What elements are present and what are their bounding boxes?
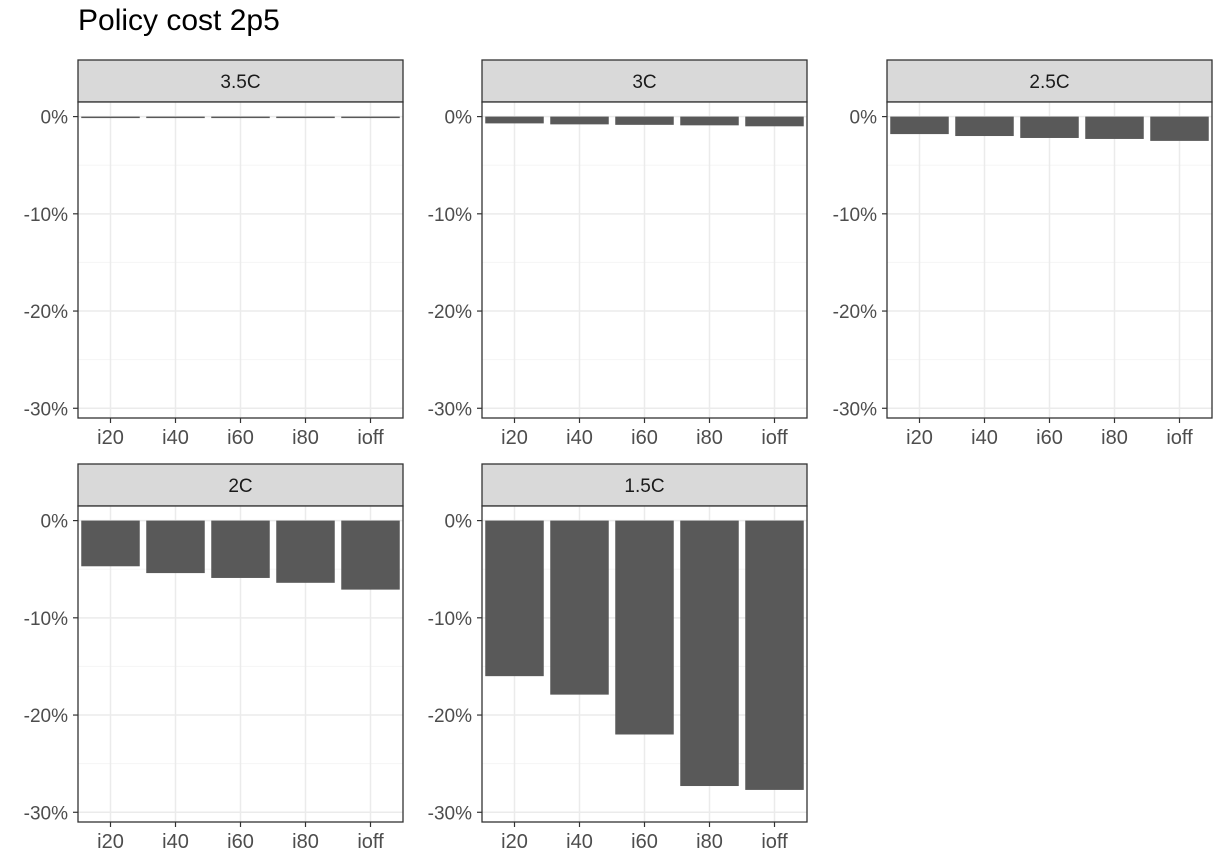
x-tick-label: i20 — [501, 831, 528, 853]
x-tick-label: i40 — [162, 831, 189, 853]
bar-i80 — [276, 116, 335, 119]
bar-ioff — [745, 520, 804, 790]
y-tick-label: -20% — [833, 302, 877, 323]
bar-i60 — [1020, 116, 1079, 138]
x-tick-label: ioff — [1166, 427, 1193, 449]
bar-ioff — [1150, 116, 1209, 141]
y-tick-label: -20% — [24, 706, 68, 727]
bar-i20 — [81, 520, 140, 567]
bar-i60 — [211, 520, 270, 578]
x-tick-label: i20 — [906, 427, 933, 449]
y-tick-label: -30% — [428, 399, 472, 420]
x-tick-label: i60 — [631, 831, 658, 853]
facet-panel-2p5C: 2.5C 0% -10% -20% -30% i20 i40 i60 i80 ioff — [833, 59, 1213, 449]
y-tick-label: 0% — [850, 108, 878, 129]
facet-panel-2C: 2C 0% -10% -20% -30% i20 i40 i60 i80 ioff — [24, 463, 404, 853]
bar-i20 — [485, 520, 544, 677]
facet-strip-label: 2.5C — [1029, 72, 1069, 93]
bar-i20 — [81, 116, 140, 119]
y-tick-label: -30% — [24, 803, 68, 824]
facet-strip — [481, 463, 808, 507]
y-tick-label: -20% — [428, 706, 472, 727]
bar-i40 — [146, 116, 205, 119]
y-tick-label: -30% — [833, 399, 877, 420]
x-tick-label: i60 — [227, 427, 254, 449]
facet-strip-label: 3.5C — [220, 72, 260, 93]
y-tick-label: -10% — [24, 205, 68, 226]
bar-i80 — [680, 116, 739, 126]
y-tick-label: -20% — [428, 302, 472, 323]
x-tick-label: i80 — [292, 831, 319, 853]
x-tick-label: i80 — [292, 427, 319, 449]
bar-i80 — [276, 520, 335, 583]
x-tick-label: i60 — [631, 427, 658, 449]
x-tick-label: i40 — [162, 427, 189, 449]
bar-i60 — [615, 520, 674, 735]
y-tick-label: -10% — [428, 205, 472, 226]
facet-strip-label: 3C — [632, 72, 656, 93]
bar-i20 — [890, 116, 949, 135]
bar-i60 — [615, 116, 674, 125]
bar-i40 — [955, 116, 1014, 137]
x-tick-label: ioff — [761, 427, 788, 449]
facet-strip-label: 2C — [228, 476, 252, 497]
bar-i40 — [550, 520, 609, 695]
x-tick-label: ioff — [761, 831, 788, 853]
y-tick-label: 0% — [41, 108, 69, 129]
bar-i40 — [550, 116, 609, 125]
facet-strip — [481, 59, 808, 103]
bar-ioff — [341, 520, 400, 590]
y-tick-label: -10% — [428, 609, 472, 630]
bar-i60 — [211, 116, 270, 119]
x-tick-label: i20 — [97, 427, 124, 449]
x-tick-label: i40 — [971, 427, 998, 449]
x-tick-label: i20 — [97, 831, 124, 853]
x-tick-label: i40 — [566, 831, 593, 853]
y-tick-label: -10% — [24, 609, 68, 630]
y-tick-label: -10% — [833, 205, 877, 226]
bar-i80 — [680, 520, 739, 787]
chart-title: Policy cost 2p5 — [78, 4, 280, 37]
facet-panel-3C: 3C 0% -10% -20% -30% i20 i40 i60 i80 ioff — [428, 59, 808, 449]
bar-i80 — [1085, 116, 1144, 139]
x-tick-label: ioff — [357, 427, 384, 449]
x-tick-label: i60 — [227, 831, 254, 853]
x-tick-label: i60 — [1036, 427, 1063, 449]
x-tick-label: i40 — [566, 427, 593, 449]
x-tick-label: i20 — [501, 427, 528, 449]
y-tick-label: 0% — [41, 512, 69, 533]
facet-strip-label: 1.5C — [624, 476, 664, 497]
x-tick-label: ioff — [357, 831, 384, 853]
bar-ioff — [341, 116, 400, 119]
x-tick-label: i80 — [696, 831, 723, 853]
facet-panel-1p5C: 1.5C 0% -10% -20% -30% i20 i40 i60 i80 ioff — [428, 463, 808, 853]
y-tick-label: -30% — [24, 399, 68, 420]
facet-panel-3p5C: 3.5C 0% -10% -20% -30% i20 i40 i60 i80 ioff — [24, 59, 404, 449]
y-tick-label: 0% — [445, 108, 473, 129]
y-tick-label: 0% — [445, 512, 473, 533]
bar-i20 — [485, 116, 544, 124]
bar-i40 — [146, 520, 205, 574]
facet-strip — [77, 59, 404, 103]
y-tick-label: -30% — [428, 803, 472, 824]
facet-strip — [886, 59, 1213, 103]
y-tick-label: -20% — [24, 302, 68, 323]
facet-strip — [77, 463, 404, 507]
bar-ioff — [745, 116, 804, 127]
x-tick-label: i80 — [1101, 427, 1128, 449]
x-tick-label: i80 — [696, 427, 723, 449]
